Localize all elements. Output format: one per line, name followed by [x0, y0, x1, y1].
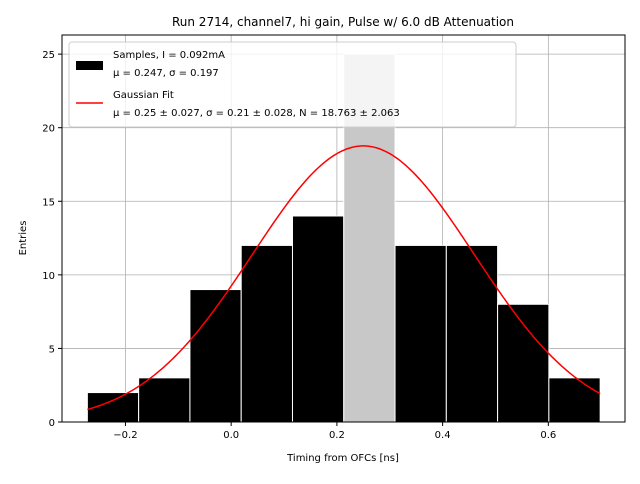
y-axis-ticks: 0 5 10 15 20 25 — [42, 50, 62, 429]
histogram-bar — [240, 244, 293, 423]
histogram-bar — [138, 377, 191, 423]
histogram-bar — [291, 215, 345, 423]
chart-title: Run 2714, channel7, hi gain, Pulse w/ 6.… — [172, 15, 514, 29]
x-tick-label: 0.0 — [223, 430, 239, 441]
y-tick-label: 15 — [42, 197, 55, 208]
gaussian-fit-curve — [87, 145, 601, 411]
legend-box — [68, 41, 517, 128]
x-tick-label: 0.6 — [540, 430, 556, 441]
x-tick-label: −0.2 — [113, 430, 137, 441]
legend: Samples, I = 0.092mA μ = 0.247, σ = 0.19… — [68, 41, 517, 128]
histogram-bar — [189, 289, 242, 423]
legend-fit-label: Gaussian Fit — [113, 90, 174, 101]
legend-samples-swatch — [76, 61, 103, 70]
x-tick-label: 0.2 — [329, 430, 345, 441]
histogram-bar — [497, 303, 550, 423]
y-tick-label: 20 — [42, 124, 55, 135]
x-axis-label: Timing from OFCs [ns] — [286, 453, 399, 464]
legend-samples-label: Samples, I = 0.092mA — [113, 50, 225, 61]
legend-fit-stats: μ = 0.25 ± 0.027, σ = 0.21 ± 0.028, N = … — [113, 108, 400, 119]
x-tick-label: 0.4 — [435, 430, 451, 441]
y-tick-label: 10 — [42, 271, 55, 282]
histogram-bar — [394, 244, 447, 423]
y-axis-label: Entries — [18, 221, 29, 256]
y-tick-label: 25 — [42, 50, 55, 61]
y-tick-label: 0 — [49, 418, 55, 429]
legend-samples-stats: μ = 0.247, σ = 0.197 — [113, 68, 219, 79]
histogram-bar — [445, 244, 499, 423]
x-axis-ticks: −0.2 0.0 0.2 0.4 0.6 — [113, 422, 556, 441]
histogram-bar — [548, 377, 601, 423]
y-tick-label: 5 — [49, 344, 55, 355]
axes-frame — [61, 34, 626, 423]
